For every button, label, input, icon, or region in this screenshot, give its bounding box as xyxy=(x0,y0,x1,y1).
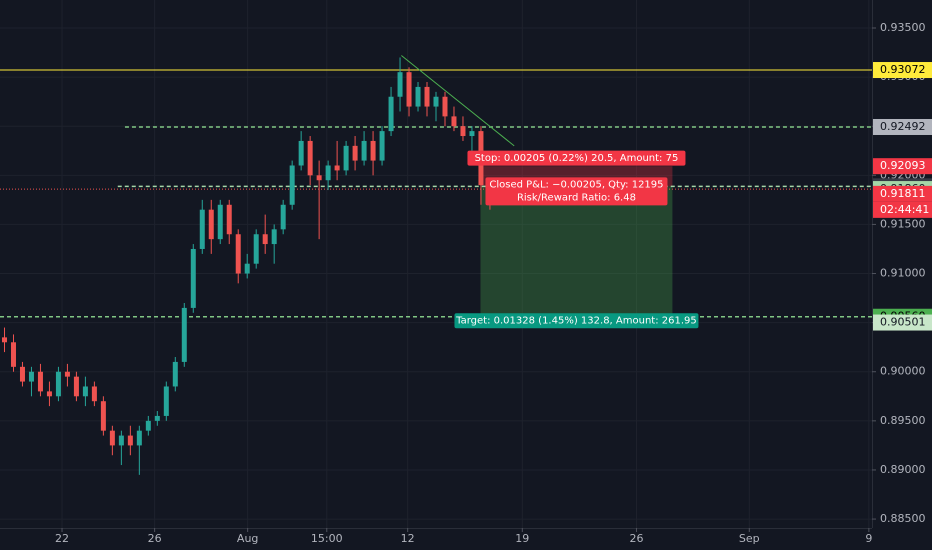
price-tag-label: 0.90501 xyxy=(880,316,926,329)
candle-body xyxy=(190,248,196,308)
candle-body xyxy=(469,131,475,137)
target-label-box xyxy=(454,313,699,329)
pnl-label-box xyxy=(485,177,668,206)
price-tag xyxy=(873,118,932,135)
candle-body xyxy=(370,140,376,161)
y-tick-label: 0.89500 xyxy=(880,414,926,427)
grid xyxy=(0,0,872,528)
candle-body xyxy=(451,116,457,127)
candle-body xyxy=(343,145,349,171)
axis: 0.885000.890000.895000.900000.905000.910… xyxy=(55,21,932,545)
candle-body xyxy=(379,131,385,161)
candle-body xyxy=(118,435,124,446)
candle-body xyxy=(109,430,115,446)
stop-label-box xyxy=(467,150,686,166)
y-tick-label: 0.88500 xyxy=(880,512,926,525)
candle-body xyxy=(406,72,412,107)
plot: Stop: 0.00205 (0.22%) 20.5, Amount: 75 Cl… xyxy=(0,55,872,475)
candle-body xyxy=(244,263,250,274)
candle-body xyxy=(235,234,241,274)
x-tick-label: 9 xyxy=(865,532,872,545)
candle-body xyxy=(91,386,97,402)
target-label: Target: 0.01328 (1.45%) 132.8, Amount: 2… xyxy=(455,316,697,327)
candle-body xyxy=(100,401,106,431)
y-tick-label: 0.91000 xyxy=(880,267,926,280)
x-tick-label: 19 xyxy=(515,532,529,545)
candle-body xyxy=(208,209,214,240)
target-zone xyxy=(480,186,673,317)
y-tick-label: 0.89000 xyxy=(880,463,926,476)
countdown-label: 02:44:41 xyxy=(880,203,929,216)
x-tick-label: 26 xyxy=(629,532,643,545)
candle-body xyxy=(181,307,187,362)
candle-body xyxy=(271,229,277,245)
candle-body xyxy=(163,386,169,416)
candle-body xyxy=(352,145,358,161)
candle-body xyxy=(397,72,403,97)
candle-body xyxy=(388,96,394,132)
trend-line xyxy=(401,55,515,147)
candle-body xyxy=(226,204,232,235)
price-tag-label: 0.92093 xyxy=(880,159,926,172)
candle-body xyxy=(28,371,34,382)
stop-label: Stop: 0.00205 (0.22%) 20.5, Amount: 75 xyxy=(475,153,679,164)
candle-body xyxy=(1,337,7,343)
y-tick-label: 0.93500 xyxy=(880,21,926,34)
candle-body xyxy=(217,204,223,240)
candle-body xyxy=(127,435,133,446)
candle-body xyxy=(19,366,25,382)
candle-body xyxy=(136,430,142,446)
candle-body xyxy=(415,86,421,107)
candle-body xyxy=(55,371,61,397)
price-tag-label: 0.91811 xyxy=(880,187,926,200)
x-tick-label: 12 xyxy=(401,532,415,545)
x-tick-label: Sep xyxy=(739,532,760,545)
candle-body xyxy=(37,371,43,392)
candle-body xyxy=(82,386,88,397)
x-tick-label: 15:00 xyxy=(311,532,343,545)
price-tag xyxy=(873,62,932,79)
candle-body xyxy=(46,391,52,397)
candle-body xyxy=(460,126,466,137)
candle-body xyxy=(172,361,178,387)
candle-body xyxy=(280,204,286,230)
candle-body xyxy=(154,415,160,421)
candle-body xyxy=(145,420,151,431)
x-tick-label: 26 xyxy=(148,532,162,545)
candle-body xyxy=(262,234,268,245)
candle-body xyxy=(10,342,16,367)
ratio-label: Risk/Reward Ratio: 6.48 xyxy=(517,192,636,203)
candle-body xyxy=(199,209,205,249)
candle-body xyxy=(424,86,430,107)
candle-body xyxy=(433,96,439,107)
y-tick-label: 0.90000 xyxy=(880,365,926,378)
price-tag-label: 0.93072 xyxy=(880,63,926,76)
x-tick-label: Aug xyxy=(237,532,258,545)
candle-body xyxy=(361,140,367,161)
price-tag xyxy=(873,185,932,202)
candle-body xyxy=(289,165,295,205)
candle-body xyxy=(64,371,70,377)
candle-body xyxy=(442,96,448,117)
candle-body xyxy=(253,234,259,264)
price-tag xyxy=(873,158,932,175)
price-tag-label: 0.92492 xyxy=(880,120,926,133)
y-tick-label: 0.91500 xyxy=(880,217,926,230)
candle-body xyxy=(73,376,79,397)
candle-body xyxy=(325,165,331,181)
candle-body xyxy=(334,165,340,171)
countdown-tag xyxy=(873,201,932,218)
price-tag xyxy=(873,314,932,331)
candle-body xyxy=(316,175,322,181)
candle-body xyxy=(307,140,313,176)
pnl-label: Closed P&L: −0.00205, Qty: 12195 xyxy=(489,179,663,190)
x-tick-label: 22 xyxy=(55,532,69,545)
candle-body xyxy=(298,140,304,166)
